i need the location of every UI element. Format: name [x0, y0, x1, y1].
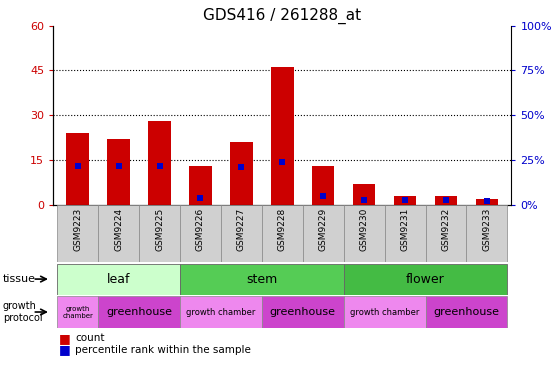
Text: growth chamber: growth chamber: [186, 307, 255, 317]
Bar: [262, 205, 303, 262]
Text: flower: flower: [406, 273, 445, 285]
Bar: [180, 205, 221, 262]
Bar: [57, 296, 98, 328]
Bar: [148, 121, 170, 205]
Bar: [98, 296, 180, 328]
Text: growth
chamber: growth chamber: [62, 306, 93, 318]
Text: GSM9226: GSM9226: [196, 208, 205, 251]
Text: growth chamber: growth chamber: [350, 307, 419, 317]
Bar: [230, 142, 253, 205]
Text: GSM9228: GSM9228: [278, 208, 287, 251]
Text: greenhouse: greenhouse: [270, 307, 336, 317]
Bar: [312, 166, 334, 205]
Text: greenhouse: greenhouse: [433, 307, 499, 317]
Bar: [476, 199, 498, 205]
Bar: [425, 296, 508, 328]
Bar: [57, 205, 98, 262]
Bar: [189, 166, 212, 205]
Text: GSM9232: GSM9232: [442, 208, 451, 251]
Text: GSM9224: GSM9224: [114, 208, 123, 251]
Bar: [180, 296, 262, 328]
Text: percentile rank within the sample: percentile rank within the sample: [75, 345, 252, 355]
Text: tissue: tissue: [3, 274, 36, 284]
Text: GSM9230: GSM9230: [359, 208, 368, 251]
Bar: [466, 205, 508, 262]
Text: GSM9229: GSM9229: [319, 208, 328, 251]
Bar: [303, 205, 344, 262]
Bar: [394, 196, 416, 205]
Text: GSM9227: GSM9227: [237, 208, 246, 251]
Text: ■: ■: [59, 343, 70, 356]
Title: GDS416 / 261288_at: GDS416 / 261288_at: [203, 8, 361, 24]
Text: GSM9223: GSM9223: [73, 208, 82, 251]
Bar: [98, 205, 139, 262]
Bar: [271, 67, 293, 205]
Text: GSM9233: GSM9233: [482, 208, 491, 251]
Bar: [139, 205, 180, 262]
Text: GSM9231: GSM9231: [401, 208, 410, 251]
Text: growth
protocol: growth protocol: [3, 301, 42, 323]
Bar: [344, 264, 508, 295]
Bar: [353, 184, 376, 205]
Text: leaf: leaf: [107, 273, 130, 285]
Bar: [425, 205, 466, 262]
Text: greenhouse: greenhouse: [106, 307, 172, 317]
Text: GSM9225: GSM9225: [155, 208, 164, 251]
Text: ■: ■: [59, 332, 70, 345]
Bar: [57, 264, 180, 295]
Text: stem: stem: [246, 273, 277, 285]
Bar: [385, 205, 425, 262]
Bar: [435, 196, 457, 205]
Bar: [180, 264, 344, 295]
Bar: [107, 139, 130, 205]
Bar: [344, 296, 425, 328]
Bar: [344, 205, 385, 262]
Bar: [67, 133, 89, 205]
Bar: [221, 205, 262, 262]
Text: count: count: [75, 333, 105, 343]
Bar: [262, 296, 344, 328]
